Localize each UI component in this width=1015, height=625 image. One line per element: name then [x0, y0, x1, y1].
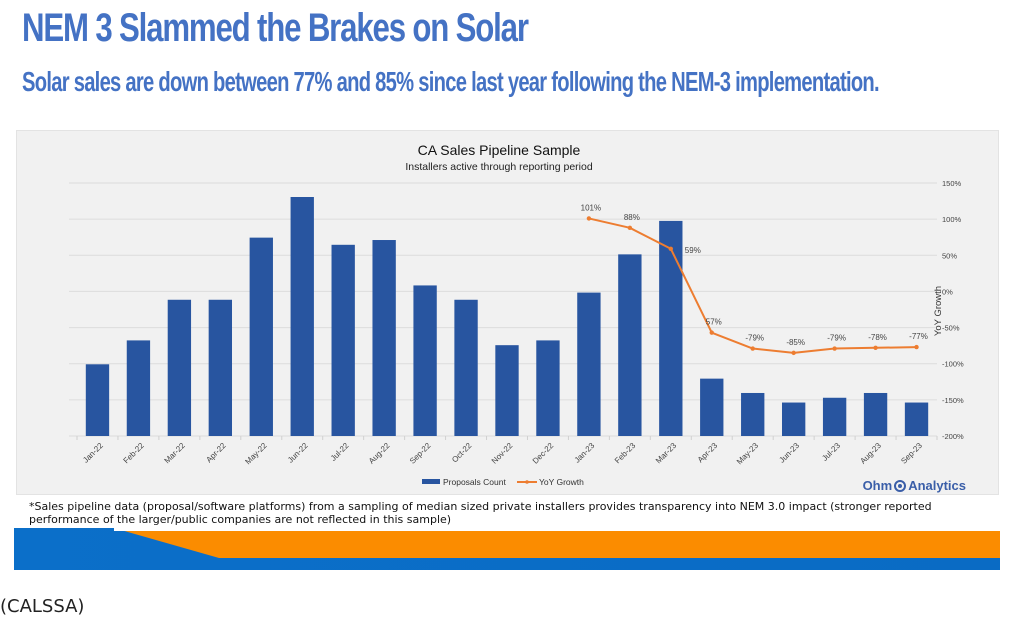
yoy-point-jul-23 — [832, 346, 837, 351]
yoy-point-mar-23 — [668, 246, 674, 251]
yoy-label-feb-23: 88% — [624, 213, 640, 222]
legend-label-yoy: YoY Growth — [539, 477, 584, 487]
x-label-apr-22: Apr-22 — [204, 441, 228, 465]
x-label-sep-22: Sep-22 — [408, 441, 433, 466]
bar-apr-22 — [208, 299, 233, 436]
x-label-jun-22: Jun-22 — [286, 441, 310, 465]
x-label-jul-22: Jul-22 — [329, 441, 351, 463]
chart-subtitle: Installers active through reporting peri… — [405, 161, 593, 173]
yoy-label-jul-23: -79% — [827, 334, 846, 343]
legend-label-proposals: Proposals Count — [443, 477, 506, 487]
x-label-feb-23: Feb-23 — [613, 441, 638, 466]
x-label-jan-22: Jan-22 — [81, 441, 105, 465]
bar-sep-23 — [904, 402, 929, 436]
x-label-dec-22: Dec-22 — [531, 441, 556, 466]
page-title: NEM 3 Slammed the Brakes on Solar — [22, 6, 529, 50]
x-label-sep-23: Sep-23 — [899, 441, 924, 466]
y2-tick-label: 150% — [942, 179, 962, 188]
x-label-jul-23: Jul-23 — [820, 441, 842, 463]
decorative-banner — [14, 528, 1000, 570]
yoy-point-feb-23 — [627, 225, 633, 231]
page-subtitle: Solar sales are down between 77% and 85%… — [22, 66, 880, 97]
bar-jun-22 — [290, 197, 314, 436]
yoy-label-aug-23: -78% — [868, 333, 887, 342]
y2-tick-label: -50% — [942, 324, 960, 333]
yoy-point-jun-23 — [791, 350, 796, 356]
yoy-point-aug-23 — [873, 345, 878, 351]
yoy-point-sep-23 — [914, 344, 919, 350]
bar-aug-23 — [863, 392, 888, 436]
bar-jun-23 — [781, 402, 806, 436]
ohm-analytics-logo: Ohm Analytics — [863, 478, 966, 493]
bar-oct-22 — [454, 299, 478, 436]
bar-feb-23 — [618, 254, 642, 436]
x-label-aug-22: Aug-22 — [367, 441, 392, 466]
x-label-jun-23: Jun-23 — [777, 441, 801, 465]
bar-jan-22 — [85, 364, 110, 436]
yoy-label-mar-23: 59% — [685, 246, 701, 255]
brand-left: Ohm — [862, 478, 893, 493]
chart-legend: Proposals Count YoY Growth — [422, 477, 584, 487]
brand-right: Analytics — [908, 478, 966, 493]
yoy-label-jun-23: -85% — [786, 338, 805, 347]
x-label-mar-23: Mar-23 — [654, 441, 679, 466]
yoy-point-apr-23 — [709, 330, 714, 335]
y2-tick-label: -100% — [942, 360, 964, 369]
bar-series — [85, 197, 929, 436]
bar-sep-22 — [413, 285, 437, 436]
banner-top-cut — [114, 528, 1000, 531]
bar-dec-22 — [536, 340, 560, 436]
yoy-label-sep-23: -77% — [909, 332, 928, 341]
x-label-feb-22: Feb-22 — [122, 441, 147, 466]
x-label-may-22: May-22 — [243, 441, 269, 467]
bar-may-23 — [741, 392, 765, 436]
line-series: 101% 88% 59% 57% -79% -85% -79% -78% -77% — [581, 203, 928, 356]
y2-tick-label: 50% — [942, 251, 957, 260]
combo-chart: 101% 88% 59% 57% -79% -85% -79% -78% -77% Jan-22… — [69, 142, 964, 487]
x-label-apr-23: Apr-23 — [696, 441, 720, 465]
y2-tick-label: 0% — [942, 287, 953, 296]
yoy-label-jan-23: 101% — [581, 203, 601, 212]
bar-apr-23 — [700, 378, 724, 436]
y2-tick-label: -200% — [942, 432, 964, 441]
banner-orange — [114, 528, 1000, 558]
bar-nov-22 — [495, 345, 519, 436]
bar-mar-22 — [167, 299, 192, 436]
x-axis-labels: Jan-22 Feb-22 Mar-22 Apr-22 May-22 Jun-22 Jul-… — [81, 441, 924, 467]
chart-panel: 101% 88% 59% 57% -79% -85% -79% -78% -77% Jan-22… — [16, 130, 999, 495]
source-caption: (CALSSA) — [0, 596, 85, 617]
y2-tick-label: 100% — [942, 215, 962, 224]
y2-axis-labels: 150% 100% 50% 0% -50% -100% -150% -200% — [942, 179, 964, 441]
bar-may-22 — [249, 237, 273, 436]
bar-feb-22 — [126, 340, 151, 436]
yoy-label-may-23: -79% — [745, 334, 764, 343]
x-label-oct-22: Oct-22 — [450, 441, 474, 465]
legend-swatch-proposals — [422, 479, 440, 484]
x-label-jan-23: Jan-23 — [573, 441, 597, 465]
y2-axis-title: YoY Growth — [933, 286, 944, 336]
x-label-may-23: May-23 — [735, 441, 761, 467]
x-label-mar-22: Mar-22 — [163, 441, 188, 466]
chart-footnote: *Sales pipeline data (proposal/software … — [29, 500, 932, 526]
yoy-label-apr-23: 57% — [706, 318, 722, 327]
bar-jul-22 — [331, 244, 355, 436]
bar-jul-23 — [822, 397, 847, 436]
bar-aug-22 — [372, 240, 396, 436]
bar-jan-23 — [577, 292, 601, 436]
x-label-nov-22: Nov-22 — [490, 441, 515, 466]
x-label-aug-23: Aug-23 — [858, 441, 883, 466]
bar-mar-23 — [659, 220, 683, 436]
y2-tick-label: -150% — [942, 396, 964, 405]
legend-marker-yoy — [525, 480, 529, 484]
yoy-point-jan-23 — [586, 216, 592, 221]
ohm-logo-icon — [894, 479, 907, 492]
yoy-point-may-23 — [750, 346, 755, 351]
chart-title: CA Sales Pipeline Sample — [418, 142, 581, 158]
